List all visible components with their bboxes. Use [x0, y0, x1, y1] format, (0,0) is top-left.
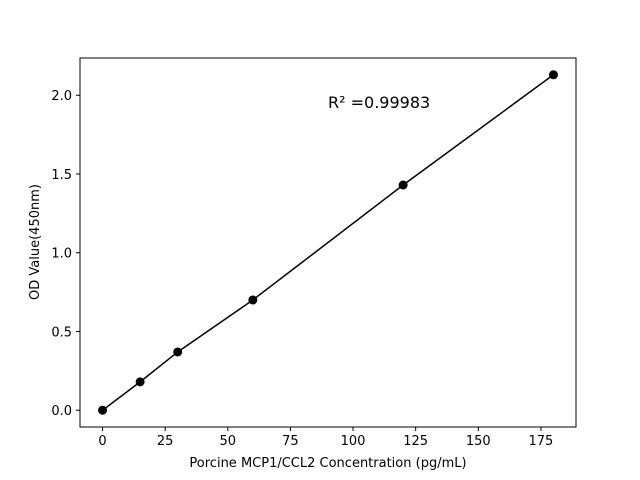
y-tick-label: 2.0: [51, 89, 72, 104]
x-tick-label: 125: [403, 434, 428, 449]
y-tick-label: 1.5: [51, 168, 72, 183]
x-tick-label: 0: [98, 434, 106, 449]
x-axis-label: Porcine MCP1/CCL2 Concentration (pg/mL): [189, 456, 466, 471]
data-point: [548, 70, 558, 80]
x-tick-label: 75: [282, 434, 299, 449]
x-tick-label: 150: [466, 434, 491, 449]
data-point: [248, 295, 258, 305]
x-tick-label: 100: [341, 434, 366, 449]
data-point: [173, 347, 183, 357]
data-line: [102, 74, 554, 411]
plot-frame: [79, 57, 577, 428]
x-tick-label: 175: [529, 434, 554, 449]
annotation: R² =0.99983: [328, 93, 430, 112]
data-point: [98, 405, 108, 415]
data-point: [135, 377, 145, 387]
x-tick-label: 50: [220, 434, 237, 449]
y-axis-label: OD Value(450nm): [28, 184, 43, 300]
data-point: [398, 180, 408, 190]
y-tick-label: 0.5: [51, 325, 72, 340]
x-tick-label: 25: [157, 434, 174, 449]
y-tick-label: 0.0: [51, 404, 72, 419]
y-tick-label: 1.0: [51, 247, 72, 262]
